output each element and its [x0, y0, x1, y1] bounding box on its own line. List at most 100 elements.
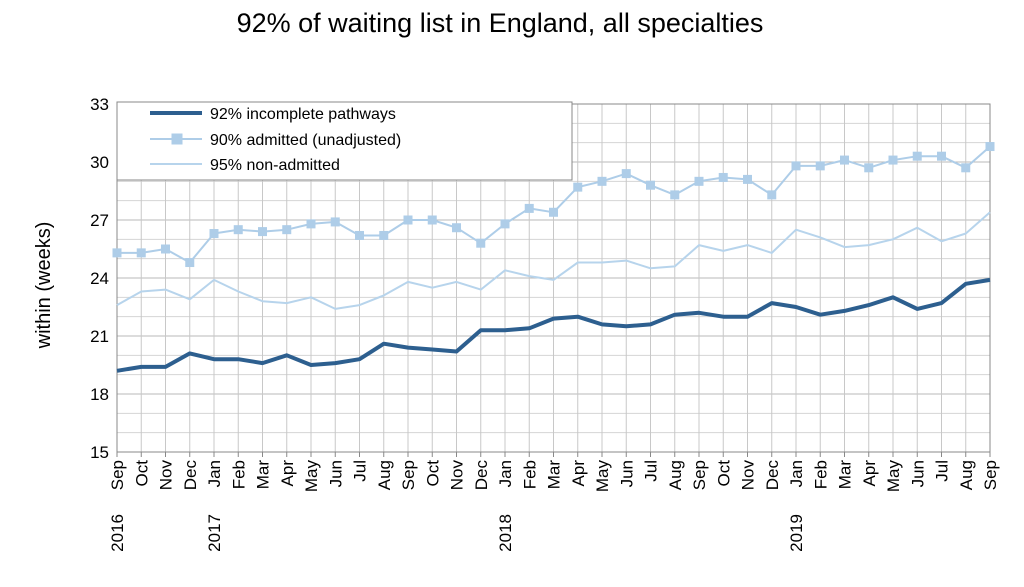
data-point — [597, 176, 607, 186]
y-tick-label: 21 — [90, 327, 109, 346]
x-tick-label: Feb — [520, 460, 539, 489]
year-labels: 2016 2017 2018 2019 — [108, 514, 806, 552]
x-tick-label: Jan — [205, 460, 224, 487]
data-point — [427, 215, 437, 225]
y-tick-label: 30 — [90, 153, 109, 172]
data-point — [621, 169, 631, 179]
x-tick-label: Apr — [569, 460, 588, 487]
data-point — [258, 227, 267, 237]
x-tick-label: Mar — [836, 460, 855, 490]
data-point — [282, 225, 292, 235]
x-tick-label: Aug — [957, 460, 976, 490]
data-point — [524, 203, 534, 213]
data-point — [306, 219, 316, 229]
x-tick-label: Apr — [278, 460, 297, 487]
y-tick-label: 27 — [90, 211, 109, 230]
y-tick-label: 18 — [90, 385, 109, 404]
x-tick-label: Mar — [254, 460, 273, 490]
x-tick-label: Sep — [981, 460, 1000, 490]
year-label: 2016 — [108, 514, 127, 552]
x-tick-labels: Sep Oct Nov Dec Jan Feb Mar Apr May Jun Jul Aug Sep O… — [108, 460, 1000, 493]
x-tick-label: Oct — [132, 460, 151, 487]
y-tick-label: 24 — [90, 269, 109, 288]
x-tick-label: May — [302, 460, 321, 493]
legend: 92% incomplete pathways 90% admitted (una… — [116, 101, 573, 181]
legend-label: 92% incomplete pathways — [210, 106, 396, 123]
data-point — [330, 217, 340, 227]
x-tick-label: Sep — [399, 460, 418, 490]
legend-marker — [171, 133, 183, 145]
data-point — [767, 190, 777, 200]
data-point — [791, 161, 801, 171]
series-layer — [112, 142, 995, 373]
year-label: 2019 — [787, 514, 806, 552]
data-point — [743, 174, 752, 184]
data-point — [985, 142, 995, 152]
data-point — [136, 248, 146, 258]
y-tick-labels: 15 18 21 24 27 30 33 — [90, 95, 109, 462]
data-point — [815, 161, 825, 171]
x-tick-label: Aug — [666, 460, 685, 490]
data-point — [573, 182, 583, 192]
x-tick-label: Feb — [229, 460, 248, 489]
data-point — [937, 151, 946, 161]
data-point — [403, 215, 413, 225]
data-point — [355, 230, 364, 240]
x-tick-label: May — [593, 460, 612, 493]
series-2 — [116, 211, 991, 310]
x-tick-label: Apr — [860, 460, 879, 487]
x-tick-label: Dec — [181, 460, 200, 491]
legend-label: 95% non-admitted — [210, 157, 340, 174]
data-point — [888, 155, 898, 165]
data-point — [961, 163, 971, 173]
data-point — [233, 225, 243, 235]
year-label: 2018 — [496, 514, 515, 552]
x-tick-label: Jun — [617, 460, 636, 487]
x-tick-label: Sep — [690, 460, 709, 490]
data-point — [161, 244, 170, 254]
chart-title: 92% of waiting list in England, all spec… — [236, 8, 764, 38]
data-point — [452, 223, 461, 233]
x-tick-label: Jun — [326, 460, 345, 487]
data-point — [694, 176, 704, 186]
x-tick-label: May — [884, 460, 903, 493]
x-tick-label: Oct — [423, 460, 442, 487]
series-1 — [112, 142, 995, 268]
data-point — [646, 180, 655, 190]
x-tick-label: Jan — [787, 460, 806, 487]
data-point — [209, 229, 219, 239]
x-tick-label: Sep — [108, 460, 127, 490]
legend-label: 90% admitted (unadjusted) — [210, 132, 401, 149]
year-label: 2017 — [205, 514, 224, 552]
x-tick-label: Oct — [714, 460, 733, 487]
data-point — [476, 238, 486, 248]
x-tick-label: Jul — [642, 460, 661, 482]
data-point — [379, 230, 389, 240]
x-tick-label: Aug — [375, 460, 394, 490]
x-tick-label: Jul — [933, 460, 952, 482]
data-point — [718, 172, 728, 182]
data-point — [864, 163, 874, 173]
data-point — [549, 207, 558, 217]
x-tick-label: Jun — [908, 460, 927, 487]
data-point — [670, 190, 680, 200]
data-point — [185, 258, 195, 268]
data-point — [912, 151, 922, 161]
x-tick-label: Nov — [448, 460, 467, 491]
data-point — [112, 248, 122, 258]
x-tick-label: Jul — [351, 460, 370, 482]
y-tick-label: 33 — [90, 95, 109, 114]
x-tick-label: Nov — [739, 460, 758, 491]
x-tick-label: Dec — [472, 460, 491, 491]
x-tick-label: Dec — [763, 460, 782, 491]
x-tick-label: Feb — [811, 460, 830, 489]
data-point — [840, 155, 849, 165]
series-0 — [116, 277, 991, 373]
series-line — [116, 211, 991, 310]
x-tick-label: Jan — [496, 460, 515, 487]
series-line — [116, 277, 991, 373]
data-point — [500, 219, 510, 229]
y-tick-label: 15 — [90, 443, 109, 462]
y-axis-label: within (weeks) — [33, 222, 55, 350]
